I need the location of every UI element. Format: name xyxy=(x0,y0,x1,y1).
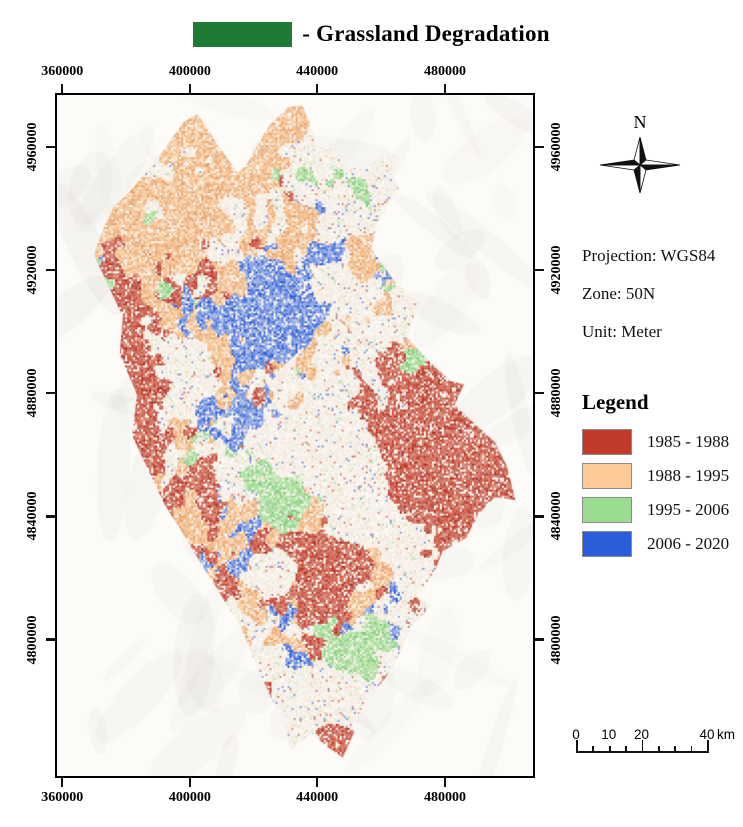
x-axis-tick-bottom xyxy=(188,778,192,787)
y-axis-label-right: 4880000 xyxy=(549,368,564,418)
scale-bar-tick xyxy=(690,745,693,752)
y-axis-tick-left xyxy=(46,638,55,641)
y-axis-tick-left xyxy=(46,145,55,149)
scale-bar-tick xyxy=(625,745,627,752)
x-axis-tick-top xyxy=(188,84,192,93)
x-axis-tick-bottom xyxy=(315,778,319,787)
map-frame xyxy=(55,93,535,778)
scale-bar-tick xyxy=(707,739,709,752)
x-axis-label-top: 360000 xyxy=(41,64,84,79)
y-axis-label-left: 4800000 xyxy=(25,615,40,665)
scale-bar-tick xyxy=(576,739,578,752)
y-axis-tick-right xyxy=(535,391,544,395)
figure-title: - Grassland Degradation xyxy=(0,21,743,47)
scale-bar-tick xyxy=(608,745,611,752)
y-axis-label-left: 4960000 xyxy=(25,122,40,172)
legend-label: 2006 - 2020 xyxy=(647,534,730,553)
scale-bar-label: 20 xyxy=(633,727,650,742)
y-axis-tick-right xyxy=(535,515,544,518)
x-axis-label-top: 440000 xyxy=(296,64,339,79)
y-axis-label-right: 4960000 xyxy=(549,122,564,172)
y-axis-label-left: 4880000 xyxy=(25,368,40,418)
scale-bar-tick xyxy=(592,745,595,752)
x-axis-label-bottom: 480000 xyxy=(424,790,466,805)
y-axis-tick-left xyxy=(46,268,55,271)
y-axis-tick-right xyxy=(535,638,544,641)
legend-item: 1988 - 1995 xyxy=(582,463,729,489)
x-axis-label-bottom: 360000 xyxy=(41,790,84,805)
y-axis-tick-left xyxy=(46,391,55,395)
x-axis-label-top: 480000 xyxy=(424,64,466,79)
legend-label: 1985 - 1988 xyxy=(647,432,730,451)
zone-text: Zone: 50N xyxy=(582,284,656,303)
figure-title-text: - Grassland Degradation xyxy=(302,21,550,46)
north-arrow: N xyxy=(598,112,682,199)
legend-item: 1995 - 2006 xyxy=(582,497,729,523)
north-arrow-star-icon xyxy=(599,136,681,194)
x-axis-label-bottom: 400000 xyxy=(168,790,211,805)
legend: Legend 1985 - 1988 1988 - 1995 1995 - 20… xyxy=(582,390,729,565)
unit-text: Unit: Meter xyxy=(582,322,662,341)
projection-text: Projection: WGS84 xyxy=(582,246,716,265)
y-axis-label-right: 4920000 xyxy=(549,245,564,295)
x-axis-tick-top xyxy=(443,84,447,93)
x-axis-tick-top xyxy=(61,84,64,93)
legend-heading: Legend xyxy=(582,390,649,414)
x-axis-tick-bottom xyxy=(443,778,447,787)
scale-bar-tick xyxy=(657,745,660,752)
x-axis-tick-bottom xyxy=(61,778,64,787)
y-axis-tick-left xyxy=(46,515,55,518)
y-axis-tick-right xyxy=(535,268,544,271)
x-axis-label-bottom: 440000 xyxy=(296,790,339,805)
scale-bar: 0 10 20 40 km xyxy=(572,727,743,769)
legend-label: 1988 - 1995 xyxy=(647,466,730,485)
scale-bar-tick xyxy=(674,745,677,752)
north-label: N xyxy=(633,112,647,132)
scale-bar-label: 0 xyxy=(572,727,580,742)
scale-bar-tick xyxy=(641,739,644,752)
y-axis-label-right: 4800000 xyxy=(549,615,564,665)
scale-bar-unit: km xyxy=(717,727,735,742)
x-axis-tick-top xyxy=(315,84,319,93)
y-axis-tick-right xyxy=(535,145,544,149)
scale-bar-label: 40 xyxy=(699,727,715,742)
map-canvas xyxy=(57,95,533,776)
scale-bar-label: 10 xyxy=(601,727,617,742)
map-metadata: Projection: WGS84 Zone: 50N Unit: Meter xyxy=(582,246,715,360)
y-axis-label-left: 4840000 xyxy=(25,491,40,541)
legend-item: 1985 - 1988 xyxy=(582,429,729,455)
y-axis-label-right: 4840000 xyxy=(549,491,564,541)
legend-item: 2006 - 2020 xyxy=(582,531,729,557)
legend-swatch-2006-2020 xyxy=(582,531,632,557)
x-axis-label-top: 400000 xyxy=(168,64,211,79)
grassland-degradation-swatch xyxy=(193,21,293,47)
legend-swatch-1995-2006 xyxy=(582,497,632,523)
scale-bar-baseline xyxy=(576,751,709,754)
legend-label: 1995 - 2006 xyxy=(647,500,730,519)
legend-swatch-1988-1995 xyxy=(582,463,632,489)
y-axis-label-left: 4920000 xyxy=(25,245,40,295)
legend-swatch-1985-1988 xyxy=(582,429,632,455)
